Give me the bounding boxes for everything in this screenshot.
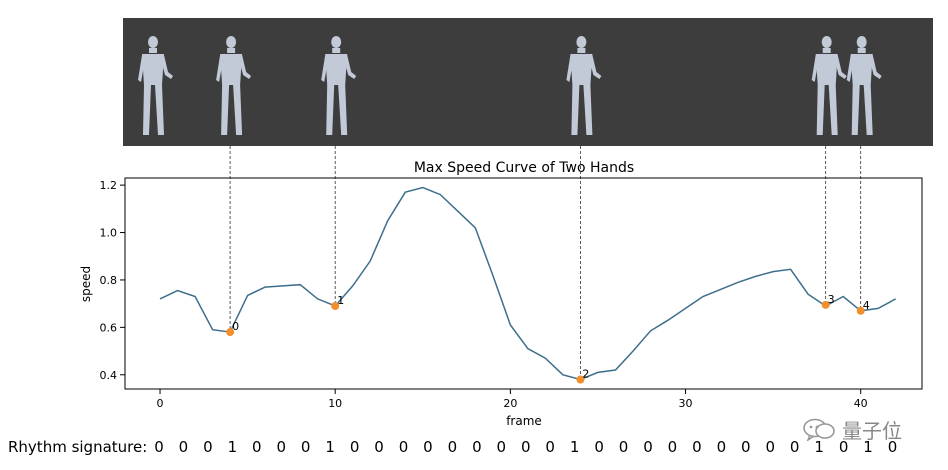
- rhythm-bit: 0: [349, 438, 360, 456]
- rhythm-bit: 0: [276, 438, 287, 456]
- rhythm-bit: 0: [545, 438, 555, 456]
- rhythm-bit: 0: [643, 438, 653, 456]
- speed-series-line: [159, 186, 897, 381]
- keyframe-label: 3: [828, 293, 835, 306]
- plot-frame: [124, 177, 923, 390]
- x-axis-label: frame: [506, 414, 542, 428]
- rhythm-bit: 1: [227, 438, 238, 456]
- keyframe-label: 0: [232, 320, 239, 333]
- rhythm-bit: 0: [741, 438, 751, 456]
- keyframe-label: 2: [582, 368, 589, 381]
- keyframe-marker: [226, 328, 235, 337]
- rhythm-bit: 0: [667, 438, 678, 456]
- pose-figures: [138, 36, 882, 135]
- keyframe-label: 1: [337, 294, 344, 307]
- rhythm-bit: 0: [520, 438, 531, 456]
- x-tick-label: 40: [854, 397, 868, 410]
- y-tick-label: 1.2: [100, 179, 118, 192]
- rhythm-bit: 0: [472, 438, 482, 456]
- keyframe-marker: [856, 306, 865, 315]
- humanoid-figure-icon: [138, 36, 173, 135]
- rhythm-bit: 1: [863, 438, 873, 456]
- keyframe-marker: [576, 375, 585, 384]
- watermark: 量子位: [802, 414, 902, 444]
- rhythm-bit: 0: [618, 438, 629, 456]
- rhythm-bit: 0: [789, 438, 800, 456]
- rhythm-bit: 0: [374, 438, 384, 456]
- x-tick-label: 20: [503, 397, 517, 410]
- x-tick-label: 30: [679, 397, 693, 410]
- rhythm-bit: 0: [423, 438, 433, 456]
- plot-area: 0 10 20 30 40 0.4 0.6 0.8 1.0 1.2 0 1 2 3 4: [100, 177, 923, 410]
- keyframe-connectors: [229, 146, 862, 380]
- y-tick-label: 0.4: [100, 369, 118, 382]
- rhythm-signature-label: Rhythm signature:: [8, 438, 148, 456]
- rhythm-bit: 0: [838, 438, 849, 456]
- rhythm-bit: 0: [300, 438, 311, 456]
- chart-title: Max Speed Curve of Two Hands: [414, 160, 634, 176]
- rhythm-bit: 0: [716, 438, 727, 456]
- keyframe-marker: [331, 302, 340, 311]
- rhythm-bit: 1: [569, 438, 580, 456]
- rhythm-bit: 0: [154, 438, 164, 456]
- rhythm-bit: 0: [398, 438, 409, 456]
- rhythm-bit: 0: [765, 438, 776, 456]
- humanoid-figure-icon: [846, 36, 882, 135]
- humanoid-figure-icon: [216, 36, 252, 135]
- humanoid-figure-icon: [321, 36, 357, 135]
- keyframe-marker: [821, 300, 830, 309]
- rhythm-bit: 0: [692, 438, 702, 456]
- rhythm-bit: 0: [203, 438, 213, 456]
- y-axis-label: speed: [79, 266, 93, 302]
- wechat-bubble-icon: [803, 418, 835, 441]
- y-tick-label: 1.0: [100, 227, 118, 240]
- y-tick-label: 0.6: [100, 321, 118, 334]
- humanoid-figure-icon: [566, 36, 602, 135]
- rhythm-bit: 1: [325, 438, 335, 456]
- pose-strip: [123, 18, 933, 146]
- keyframe-label: 4: [863, 299, 870, 312]
- rhythm-bit: 0: [447, 438, 458, 456]
- rhythm-bit: 0: [496, 438, 507, 456]
- x-tick-label: 0: [157, 397, 164, 410]
- y-tick-label: 0.8: [100, 274, 118, 287]
- rhythm-bit: 0: [252, 438, 262, 456]
- x-tick-label: 10: [328, 397, 342, 410]
- rhythm-bit: 0: [887, 438, 898, 456]
- rhythm-bit: 0: [594, 438, 604, 456]
- rhythm-bit: 1: [814, 438, 824, 456]
- rhythm-bit: 0: [178, 438, 189, 456]
- humanoid-figure-icon: [811, 36, 847, 135]
- watermark-text: 量子位: [842, 418, 902, 443]
